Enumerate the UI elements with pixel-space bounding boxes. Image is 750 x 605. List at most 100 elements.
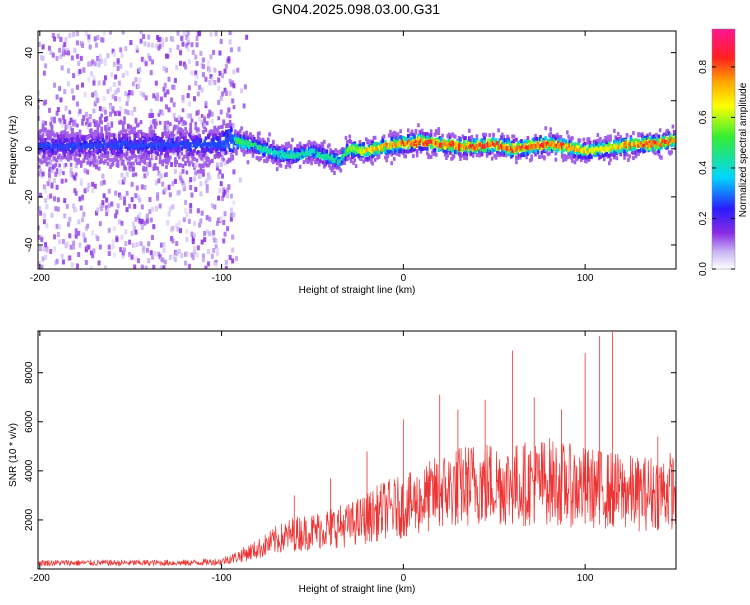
spectrogram-cell [632, 131, 635, 136]
spectrogram-cell [199, 151, 203, 156]
spectrogram-ridge-cell [247, 141, 251, 146]
spectrogram-cell [177, 155, 181, 160]
spectrogram-cell [85, 121, 88, 126]
spectrogram-cell [177, 146, 181, 151]
spectrogram-cell [653, 136, 657, 141]
spectrogram-cell [87, 182, 91, 188]
spectrogram-cell [307, 146, 311, 151]
spectrogram-cell [520, 139, 523, 144]
spectrogram-cell [625, 133, 629, 138]
spectrogram-cell [63, 119, 67, 125]
spectrogram-cell [413, 134, 416, 139]
spectrogram-cell [115, 133, 119, 139]
spectrogram-cell [211, 148, 214, 153]
spectrogram-cell [49, 136, 53, 141]
spectrogram-cell [590, 155, 593, 160]
spectrogram-cell [44, 137, 47, 142]
spectrogram-cell [581, 153, 584, 158]
spectrogram-cell [166, 153, 170, 158]
spectrogram-cell [53, 116, 56, 121]
spectrogram-cell [216, 127, 219, 132]
spectrogram-cell [497, 151, 500, 156]
x-tick-label: -200 [30, 273, 50, 284]
spectrogram-cell [275, 161, 279, 166]
spectrogram-cell [109, 31, 113, 35]
spectrogram-cell [358, 140, 362, 145]
spectrogram-cell [67, 81, 71, 87]
spectrogram-cell [129, 149, 133, 154]
spectrogram-cell [414, 130, 418, 135]
spectrogram-cell [214, 132, 218, 137]
spectrogram-cell [138, 137, 142, 142]
spectrogram-cell [132, 173, 135, 178]
spectrogram-cell [61, 51, 65, 57]
spectrogram-cell [158, 203, 162, 209]
spectrogram-cell [38, 115, 40, 121]
spectrogram-cell [185, 236, 189, 242]
spectrogram-cell [161, 42, 165, 48]
spectrogram-cell [158, 160, 162, 165]
spectrogram-cell [47, 172, 51, 178]
spectrogram-cell [92, 163, 96, 168]
spectrogram-cell [494, 155, 498, 160]
spectrogram-cell [674, 141, 676, 146]
spectrogram-cell [139, 120, 143, 125]
spectrogram-cell [92, 135, 96, 140]
spectrogram-cell [96, 160, 100, 166]
spectrogram-cell [139, 38, 143, 44]
spectrogram-cell [209, 129, 213, 134]
spectrogram-cell [71, 149, 74, 154]
spectrogram-cell [77, 252, 81, 258]
spectrogram-cell [372, 152, 376, 157]
spectrogram-cell [134, 117, 138, 122]
y-tick-label: -40 [24, 237, 35, 252]
spectrogram-cell [106, 53, 110, 59]
spectrogram-cell [119, 146, 123, 151]
spectrogram-cell [78, 153, 82, 158]
spectrogram-cell [218, 139, 222, 144]
spectrogram-cell [101, 202, 105, 208]
spectrogram-cell [55, 55, 59, 61]
spectrogram-cell [123, 247, 127, 253]
spectrogram-cell [554, 157, 558, 162]
spectrogram-cell [116, 58, 120, 64]
spectrogram-cell [135, 241, 139, 247]
spectrogram-cell [329, 166, 332, 171]
spectrogram-cell [55, 168, 59, 173]
spectrogram-cell [571, 136, 574, 141]
spectrogram-cell [130, 90, 134, 96]
spectrogram-cell [240, 88, 244, 94]
spectrogram-cell [328, 163, 331, 168]
spectrogram-cell [325, 149, 329, 154]
spectrogram-cell [548, 151, 551, 156]
spectrogram-cell [160, 151, 163, 156]
spectrogram-cell [130, 141, 134, 146]
spectrogram-cell [129, 125, 133, 130]
spectrogram-cell [152, 154, 156, 160]
spectrogram-cell [413, 147, 416, 152]
spectrogram-cell [140, 224, 144, 230]
spectrogram-cell [74, 233, 78, 239]
spectrogram-cell [177, 136, 181, 142]
spectrogram-cell [652, 134, 656, 139]
spectrogram-cell [181, 129, 185, 134]
spectrogram-cell [345, 140, 349, 145]
spectrogram-cell [126, 126, 130, 132]
spectrogram-cell [67, 221, 71, 227]
spectrogram-cell [232, 123, 236, 129]
spectrogram-cell [465, 154, 469, 159]
spectrogram-ridge-cell [226, 139, 229, 144]
spectrogram-cell [181, 168, 185, 174]
spectrogram-cell [165, 158, 168, 163]
spectrogram-cell [496, 149, 499, 154]
spectrogram-cell [534, 133, 537, 138]
spectrogram-cell [114, 213, 118, 219]
spectrogram-cell [171, 238, 175, 244]
spectrogram-cell [133, 225, 137, 231]
spectrogram-cell [90, 128, 93, 133]
spectrogram-cell [123, 196, 127, 202]
spectrogram-cell [512, 143, 516, 148]
spectrogram-cell [227, 107, 231, 113]
spectrogram-cell [151, 59, 155, 65]
spectrogram-cell [45, 223, 49, 229]
